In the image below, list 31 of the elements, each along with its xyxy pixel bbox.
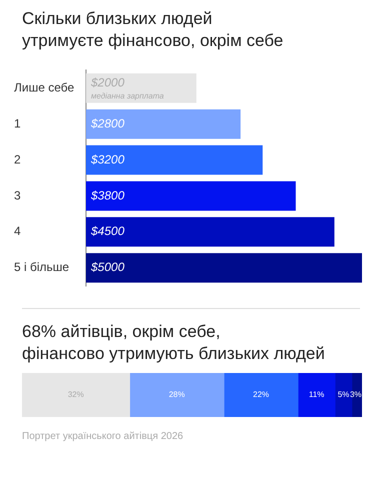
data-label: $2800	[90, 116, 125, 130]
data-label: 28%	[168, 390, 185, 400]
bar	[86, 109, 241, 139]
annotation: медіанна зарплата	[91, 91, 164, 100]
bar	[86, 217, 334, 247]
data-label: 22%	[253, 390, 270, 400]
bar	[129, 373, 224, 417]
data-label: $5000	[90, 260, 125, 274]
bar	[86, 253, 362, 283]
y-tick-label: 5 і більше	[14, 260, 70, 274]
text: Портрет українського айтівця 2026	[21, 430, 184, 442]
data-label: $3800	[90, 188, 125, 202]
bar	[298, 373, 336, 417]
data-label: $2000	[90, 76, 125, 90]
bar	[22, 373, 130, 417]
y-tick-label: 4	[14, 224, 21, 238]
bar	[224, 373, 298, 417]
data-label: 32%	[68, 390, 84, 400]
data-label: 5%	[338, 390, 350, 400]
data-label: 3%	[350, 390, 362, 400]
data-label: $3200	[90, 152, 125, 166]
bar	[86, 181, 296, 211]
chart-title: Скільки близьких людей утримуєте фінансово, окрім себе	[21, 8, 284, 52]
chart-title: 68% айтівців, окрім себе, фінансово утримують близьких людей	[21, 321, 326, 365]
y-tick-label: Лише себе	[14, 80, 74, 94]
data-label: 11%	[308, 390, 324, 400]
bar	[86, 145, 263, 175]
data-label: $4500	[90, 224, 125, 238]
y-tick-label: 2	[14, 152, 21, 166]
y-tick-label: 3	[14, 188, 21, 202]
y-tick-label: 1	[14, 116, 21, 130]
